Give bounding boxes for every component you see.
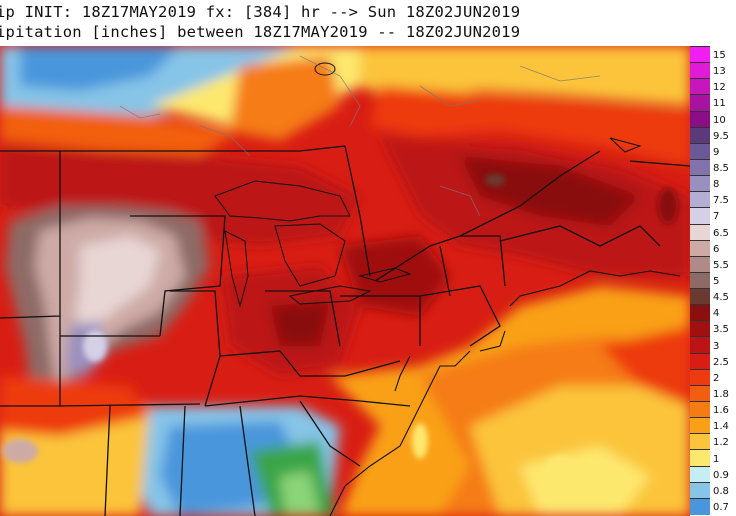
colorbar-swatch	[690, 288, 710, 306]
colorbar-swatch	[690, 142, 710, 160]
colorbar-swatch	[690, 62, 710, 80]
colorbar-label: 9	[713, 146, 720, 158]
precip-detail	[2, 174, 678, 494]
terrain-contours	[119, 55, 601, 217]
map-header: ip INIT: 18Z17MAY2019 fx: [384] hr --> S…	[0, 0, 690, 46]
colorbar-label: 0.8	[713, 485, 729, 497]
colorbar-swatch	[690, 191, 710, 209]
colorbar-label: 5	[713, 276, 720, 287]
colorbar-swatch	[690, 94, 710, 112]
colorbar-swatch	[690, 320, 710, 338]
precip-shading	[0, 46, 690, 516]
colorbar-swatch	[690, 497, 710, 515]
colorbar-label: 0.7	[713, 501, 729, 513]
colorbar-label: 7	[713, 211, 720, 223]
colorbar-label: 6.5	[713, 227, 729, 239]
coastline	[329, 270, 681, 516]
colorbar-swatch	[690, 110, 710, 128]
colorbar-label: 10	[713, 114, 726, 126]
colorbar-swatch	[690, 449, 710, 467]
colorbar-swatch	[690, 78, 710, 96]
colorbar-swatch	[690, 384, 710, 402]
precipitation-map-svg	[0, 46, 690, 516]
colorbar-label: 3	[713, 340, 720, 352]
colorbar-label: 2.5	[713, 356, 729, 368]
colorbar-swatch	[690, 352, 710, 370]
header-precip-line: ipitation [inches] between 18Z17MAY2019 …	[0, 23, 521, 41]
colorbar-label: 13	[713, 66, 726, 78]
colorbar-swatch	[690, 255, 710, 273]
colorbar-swatch	[690, 158, 710, 176]
colorbar-swatch	[690, 481, 710, 499]
colorbar-swatch	[690, 304, 710, 322]
colorbar-swatch	[690, 433, 710, 451]
colorbar-label: 1.4	[713, 421, 729, 433]
colorbar-swatch	[690, 336, 710, 354]
colorbar-label: 9.5	[713, 130, 729, 142]
colorbar-swatch	[690, 239, 710, 257]
colorbar-label: 6	[713, 243, 720, 255]
colorbar-label: 4	[713, 308, 720, 320]
colorbar-label: 1	[713, 453, 720, 465]
colorbar-label: 4.5	[713, 292, 729, 304]
colorbar-label: 1.6	[713, 405, 729, 417]
header-init-line: ip INIT: 18Z17MAY2019 fx: [384] hr --> S…	[0, 3, 521, 21]
colorbar-label: 12	[713, 82, 726, 94]
colorbar-swatch	[690, 46, 710, 63]
colorbar-swatch	[690, 417, 710, 435]
colorbar-label: 7.5	[713, 195, 729, 207]
colorbar-swatch	[690, 271, 710, 289]
colorbar-label: 8.5	[713, 163, 729, 175]
colorbar-label: 0.9	[713, 469, 729, 481]
colorbar-swatch	[690, 207, 710, 225]
colorbar-swatch	[690, 465, 710, 483]
colorbar-label: 8	[713, 179, 720, 191]
colorbar-label: 11	[713, 98, 726, 110]
colorbar-label: 15	[713, 50, 726, 62]
colorbar-label: 2	[713, 372, 720, 384]
colorbar-swatch	[690, 175, 710, 193]
colorbar-swatch	[690, 223, 710, 241]
great-lakes	[214, 62, 642, 308]
colorbar-swatch	[690, 368, 710, 386]
state-borders	[0, 145, 690, 516]
colorbar-label: 1.2	[713, 437, 729, 449]
colorbar-swatch	[690, 401, 710, 419]
precip-colorbar: 15 13 12 11 10 9.5 9 8.5 8 7.5 7 6.5 6 5.5 5 4.5 4 3.5 3 2.…	[690, 46, 736, 516]
precipitation-map	[0, 46, 690, 516]
colorbar-swatch	[690, 126, 710, 144]
colorbar-label: 5.5	[713, 259, 729, 271]
colorbar-label: 3.5	[713, 324, 729, 336]
colorbar-label: 1.8	[713, 388, 729, 400]
